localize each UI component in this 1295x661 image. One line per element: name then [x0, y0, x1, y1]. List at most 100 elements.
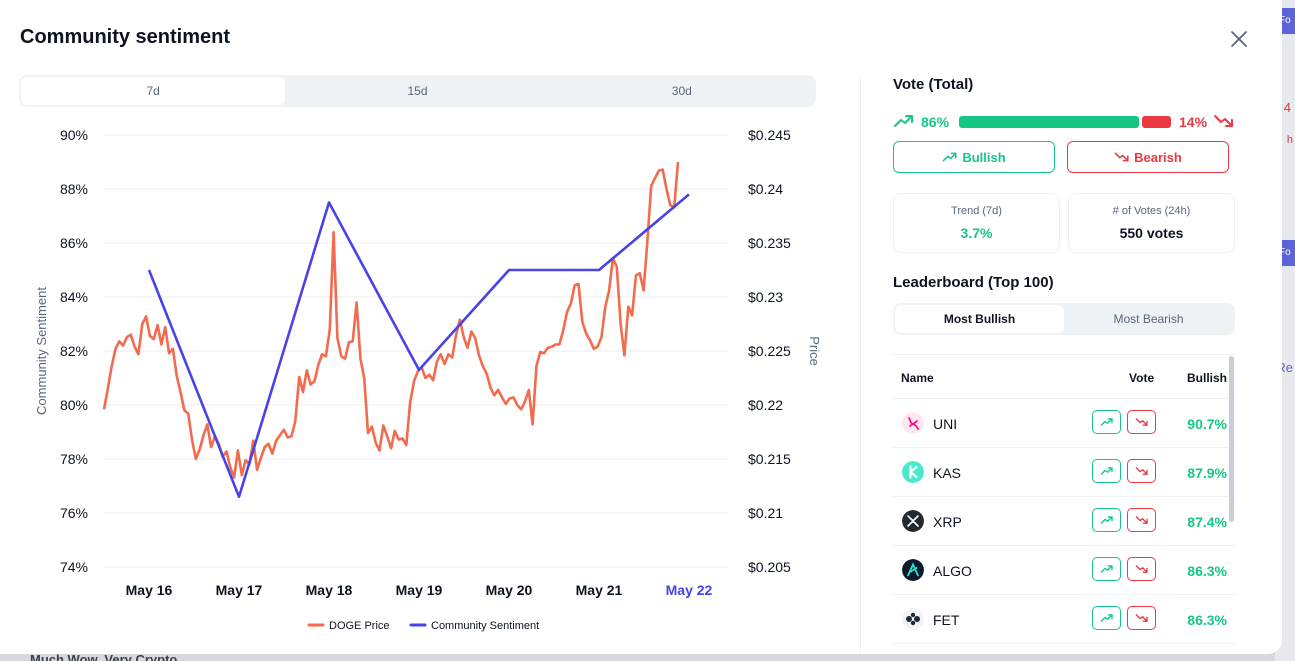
header-name: Name	[901, 371, 934, 385]
x-tick-label: May 17	[216, 582, 263, 598]
bearish-bar-fill	[1142, 116, 1171, 128]
header-vote: Vote	[1129, 371, 1155, 385]
table-row: UNI 90.7%	[893, 399, 1235, 448]
vote-up-button[interactable]	[1092, 410, 1121, 434]
kas-logo-icon	[902, 461, 924, 483]
x-tick-label: May 22	[666, 582, 713, 598]
vote-up-button[interactable]	[1092, 508, 1121, 532]
trend-value: 3.7%	[960, 225, 993, 241]
panel-divider	[860, 75, 861, 654]
bullish-percent: 87.4%	[1187, 514, 1227, 530]
header-bullish: Bullish	[1186, 371, 1227, 385]
close-icon[interactable]	[1228, 28, 1250, 50]
bearish-percent: 14%	[1179, 114, 1208, 130]
y-left-tick-label: 78%	[60, 451, 88, 467]
votes-card: # of Votes (24h) 550 votes	[1068, 193, 1235, 253]
tab-most-bullish[interactable]: Most Bullish	[895, 305, 1064, 333]
x-tick-label: May 18	[306, 582, 353, 598]
vote-down-button[interactable]	[1127, 410, 1156, 434]
y-right-tick-label: $0.215	[748, 451, 791, 467]
bullish-percent: 86%	[921, 114, 950, 130]
trend-up-icon	[1100, 565, 1113, 573]
y-right-tick-label: $0.22	[748, 397, 783, 413]
votes-label: # of Votes (24h)	[1112, 205, 1191, 217]
y-right-axis-label: Price	[807, 336, 822, 366]
bearish-button[interactable]: Bearish	[1067, 141, 1229, 173]
y-right-tick-label: $0.23	[748, 289, 783, 305]
trend-up-icon	[1100, 614, 1113, 622]
vote-up-button[interactable]	[1092, 606, 1121, 630]
algo-logo-icon	[902, 559, 924, 581]
tab-most-bearish[interactable]: Most Bearish	[1113, 312, 1184, 326]
bullish-percent: 90.7%	[1187, 416, 1227, 432]
y-right-tick-label: $0.225	[748, 343, 791, 359]
trend-up-icon	[894, 115, 913, 127]
y-left-tick-label: 76%	[60, 505, 88, 521]
tab-7d[interactable]: 7d	[21, 77, 286, 105]
vote-panel: Vote (Total) 86% 14% Bullish Bearish	[893, 0, 1235, 654]
y-right-tick-label: $0.205	[748, 559, 791, 575]
vote-down-button[interactable]	[1127, 508, 1156, 532]
x-tick-label: May 20	[486, 582, 533, 598]
vote-up-button[interactable]	[1092, 459, 1121, 483]
x-tick-label: May 21	[576, 582, 623, 598]
trend-down-icon	[1135, 467, 1148, 475]
bullish-percent: 87.9%	[1187, 465, 1227, 481]
leaderboard-table: Name Vote Bullish UNI 90.7% KAS	[893, 354, 1235, 644]
y-left-axis-label: Community Sentiment	[34, 287, 49, 415]
trend-down-icon	[1135, 565, 1148, 573]
legend-label-doge-price: DOGE Price	[329, 620, 390, 632]
uni-logo-icon	[902, 412, 924, 434]
votes-value: 550 votes	[1119, 225, 1184, 241]
y-left-tick-label: 90%	[60, 127, 88, 143]
coin-name: KAS	[933, 465, 962, 481]
trend-down-icon	[1135, 418, 1148, 426]
y-left-tick-label: 86%	[60, 235, 88, 251]
tab-15d[interactable]: 15d	[407, 84, 428, 98]
y-right-tick-label: $0.21	[748, 505, 783, 521]
y-left-tick-label: 88%	[60, 181, 88, 197]
table-row: XRP 87.4%	[893, 497, 1235, 546]
y-right-tick-label: $0.245	[748, 127, 791, 143]
trend-up-icon	[1100, 418, 1113, 426]
bullish-button[interactable]: Bullish	[893, 141, 1055, 173]
chart-svg: 90% 88% 86% 84% 82% 80% 78% 76% 74% $0.245 $0.24 $0…	[34, 127, 822, 632]
background-heading: Much Wow, Very Crypto	[30, 652, 178, 661]
y-left-tick-label: 84%	[60, 289, 88, 305]
bullish-button-label: Bullish	[962, 149, 1006, 165]
y-left-tick-label: 80%	[60, 397, 88, 413]
y-right-tick-label: $0.24	[748, 181, 783, 197]
trend-up-icon	[942, 152, 957, 162]
leaderboard-tabs: Most Bullish Most Bearish	[893, 303, 1235, 335]
community-sentiment-line	[147, 193, 690, 499]
table-row: ALGO 86.3%	[893, 546, 1235, 595]
leaderboard-scrollbar[interactable]	[1229, 356, 1234, 522]
fet-logo-icon	[902, 608, 924, 630]
coin-name: UNI	[933, 416, 958, 432]
bearish-button-label: Bearish	[1134, 149, 1182, 165]
table-header: Name Vote Bullish	[893, 355, 1235, 399]
bullish-bar-fill	[959, 116, 1139, 128]
table-row: KAS 87.9%	[893, 448, 1235, 497]
modal-title: Community sentiment	[20, 26, 231, 48]
tab-30d[interactable]: 30d	[671, 84, 692, 98]
vote-title: Vote (Total)	[893, 76, 974, 93]
background-text: h	[1286, 134, 1293, 146]
x-tick-label: May 19	[396, 582, 443, 598]
trend-label: Trend (7d)	[951, 205, 1002, 217]
doge-price-line	[102, 161, 680, 479]
table-row: FET 86.3%	[893, 595, 1235, 644]
vote-down-button[interactable]	[1127, 606, 1156, 630]
vote-down-button[interactable]	[1127, 557, 1156, 581]
vote-up-button[interactable]	[1092, 557, 1121, 581]
bullish-percent: 86.3%	[1187, 563, 1227, 579]
coin-name: ALGO	[933, 563, 972, 579]
y-right-tick-label: $0.235	[748, 235, 791, 251]
vote-down-button[interactable]	[1127, 459, 1156, 483]
community-sentiment-modal: Community sentiment 7d 15d 30d 90% 88% 86%…	[0, 0, 1282, 654]
period-tabs: 7d 15d 30d	[19, 75, 816, 107]
coin-name: FET	[933, 612, 960, 628]
coin-name: XRP	[933, 514, 962, 530]
bullish-percent: 86.3%	[1187, 612, 1227, 628]
sentiment-chart: 90% 88% 86% 84% 82% 80% 78% 76% 74% $0.245 $0.24 $0…	[0, 110, 830, 650]
